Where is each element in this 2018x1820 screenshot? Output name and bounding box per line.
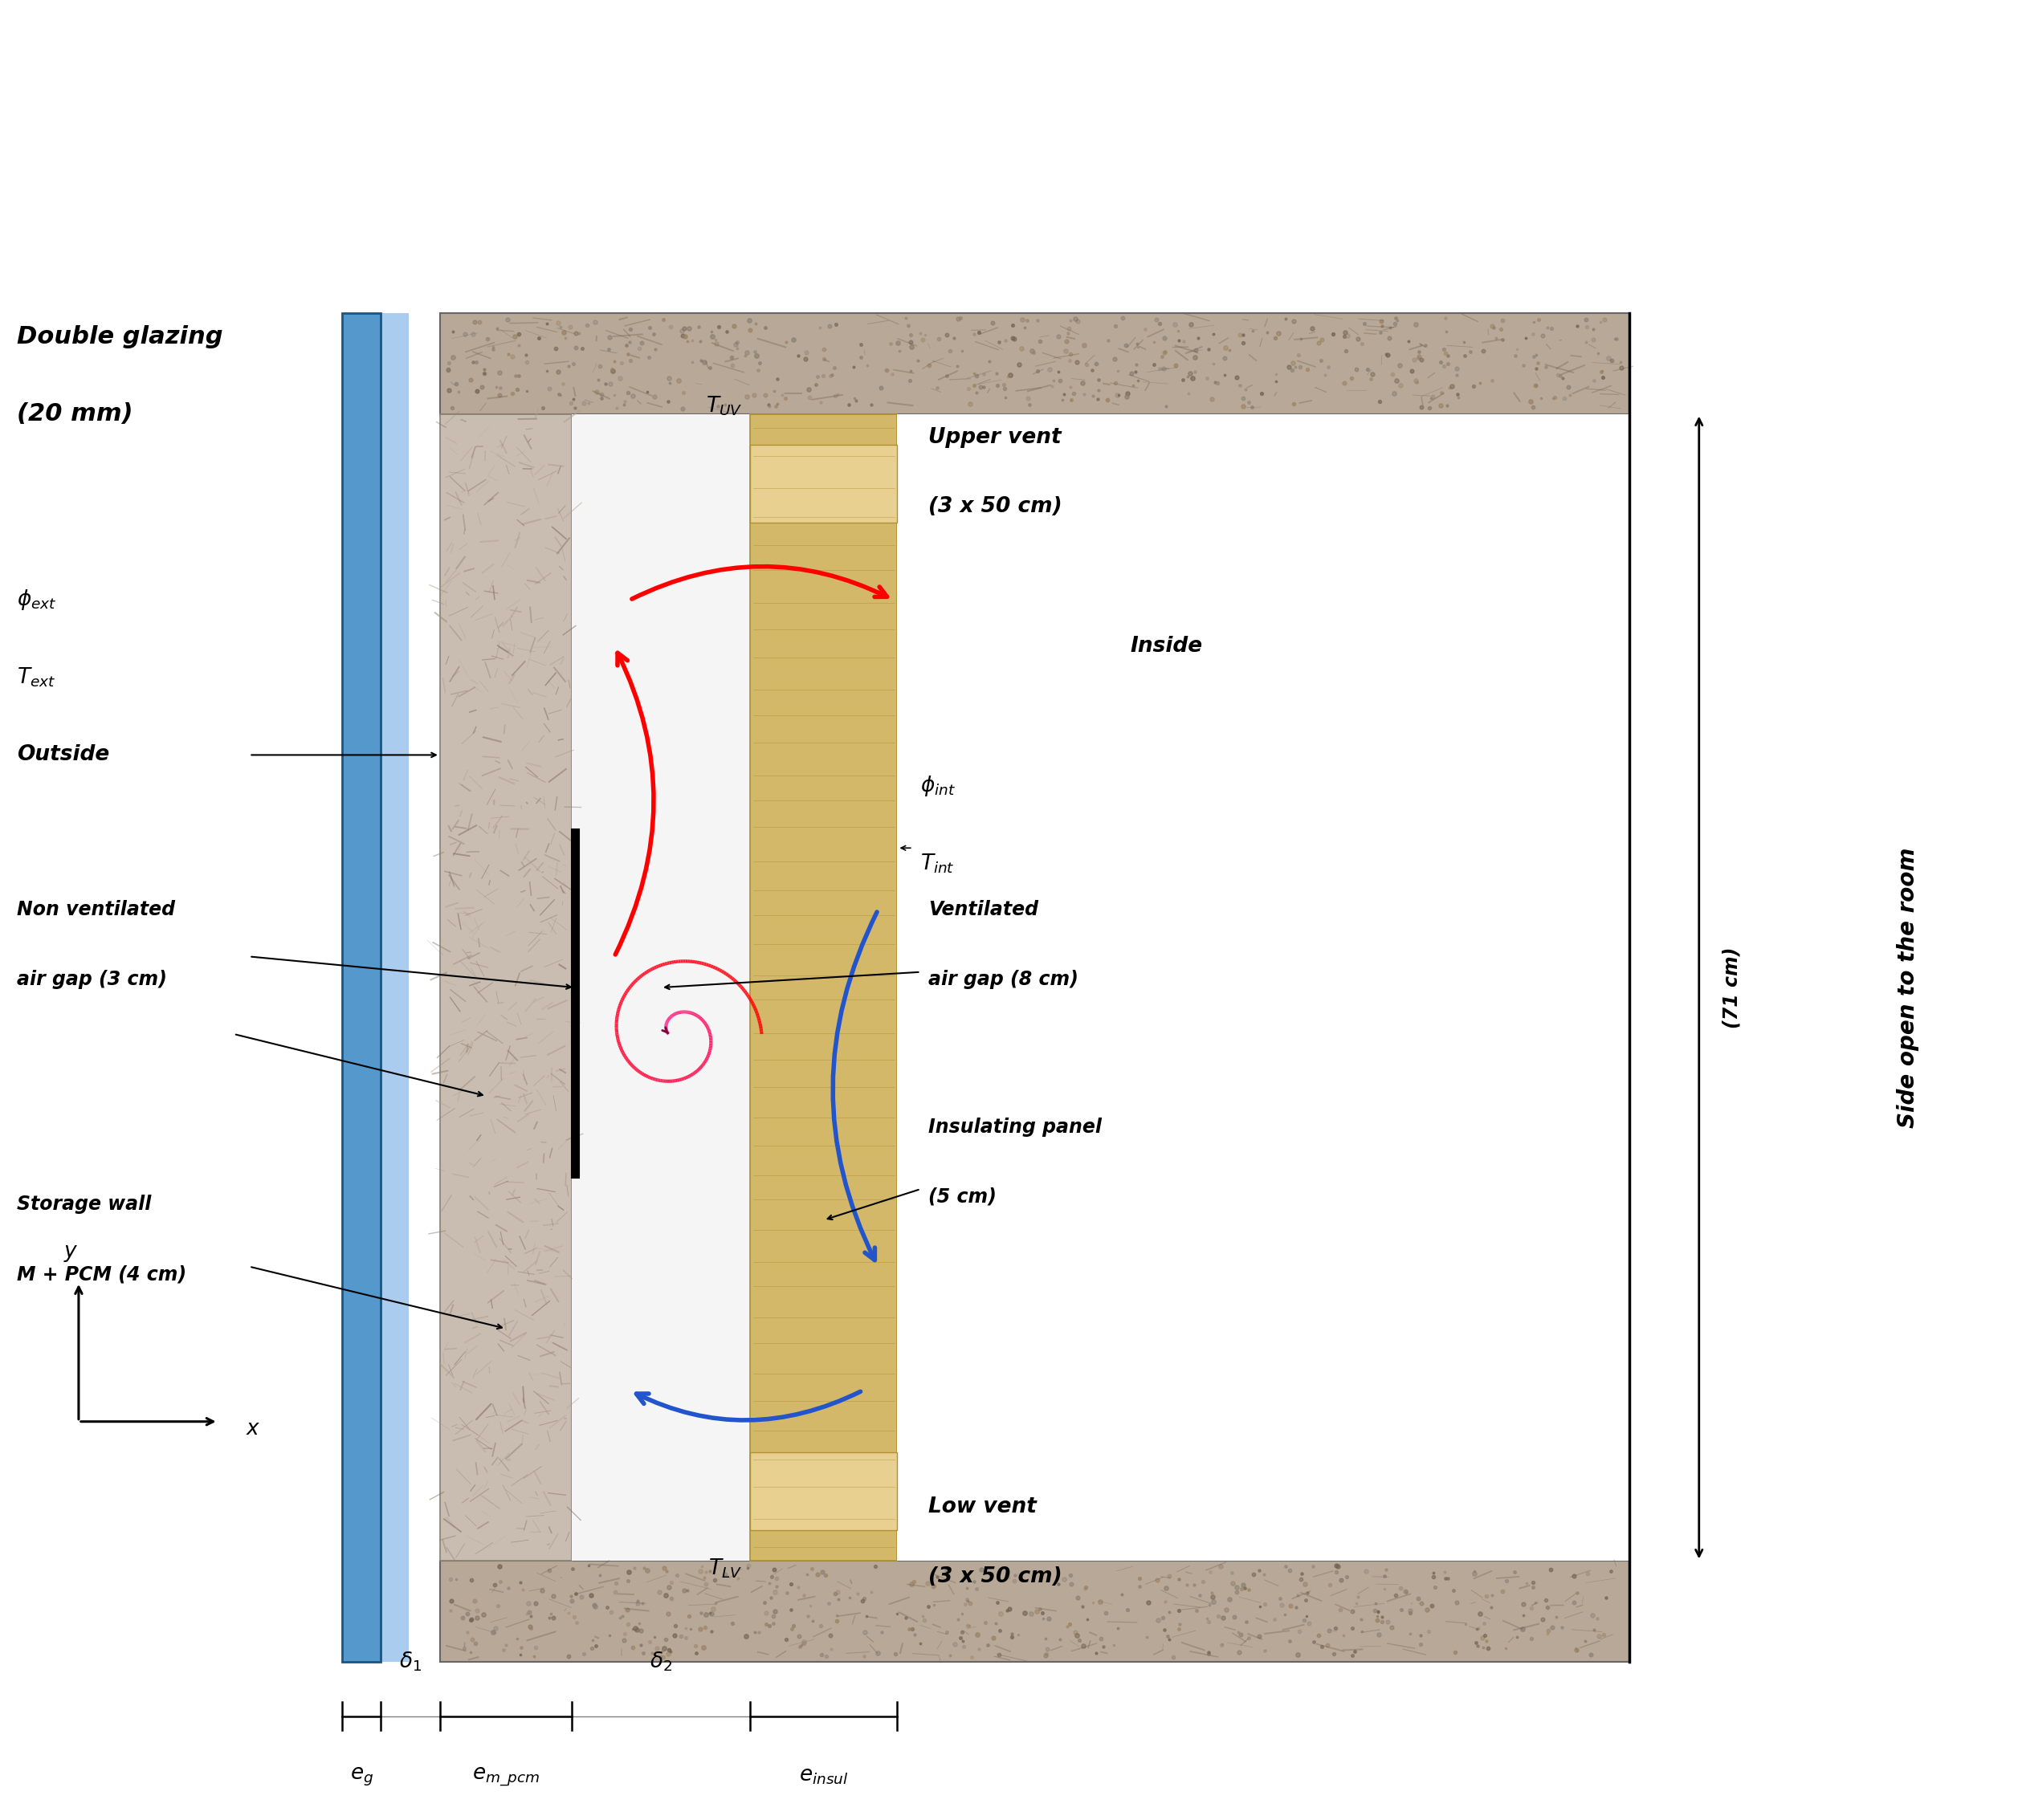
Text: M + PCM (4 cm): M + PCM (4 cm) [16,1265,186,1283]
Text: Inside: Inside [1130,635,1203,657]
Text: $\phi_{int}$: $\phi_{int}$ [920,774,957,797]
Text: $T_{ext}$: $T_{ext}$ [16,666,54,690]
Text: (3 x 50 cm): (3 x 50 cm) [928,497,1061,517]
Text: $x$: $x$ [246,1420,260,1440]
Text: $\delta_1$: $\delta_1$ [400,1649,422,1673]
Text: Upper vent: Upper vent [928,426,1061,448]
Text: $T_{LV}$: $T_{LV}$ [708,1558,743,1580]
Text: $T_{UV}$: $T_{UV}$ [706,395,743,417]
Text: (3 x 50 cm): (3 x 50 cm) [928,1567,1061,1587]
Text: $e_g$: $e_g$ [349,1765,373,1787]
Text: (20 mm): (20 mm) [16,402,133,426]
Text: Insulating panel: Insulating panel [928,1117,1102,1138]
Bar [440,1562,1629,1662]
Text: air gap (8 cm): air gap (8 cm) [928,970,1078,990]
Text: (5 cm): (5 cm) [928,1187,997,1207]
Text: $e_{insul}$: $e_{insul}$ [799,1765,848,1787]
Text: $\delta_2$: $\delta_2$ [650,1649,672,1673]
Text: Double glazing: Double glazing [16,324,222,348]
Text: $y$: $y$ [63,1243,79,1263]
Text: $e_{m\_pcm}$: $e_{m\_pcm}$ [472,1765,539,1787]
Text: Low vent: Low vent [928,1496,1037,1518]
Bar [440,413,571,1562]
Text: $\phi_{ext}$: $\phi_{ext}$ [16,588,57,612]
Text: Non ventilated: Non ventilated [16,901,176,919]
Bar [343,313,381,1662]
Bar [751,444,898,522]
Text: $T_{int}$: $T_{int}$ [920,852,955,875]
Text: (71 cm): (71 cm) [1721,946,1742,1028]
Bar [751,413,898,1562]
Bar [898,413,1629,1562]
Bar [751,1452,898,1531]
Bar [381,313,410,1662]
Text: Outside: Outside [16,744,109,766]
Text: Storage wall: Storage wall [16,1196,151,1214]
Text: Side open to the room: Side open to the room [1897,848,1919,1128]
Text: air gap (3 cm): air gap (3 cm) [16,970,167,990]
Text: Ventilated: Ventilated [928,901,1039,919]
Bar [440,313,1629,413]
Bar [571,413,751,1562]
